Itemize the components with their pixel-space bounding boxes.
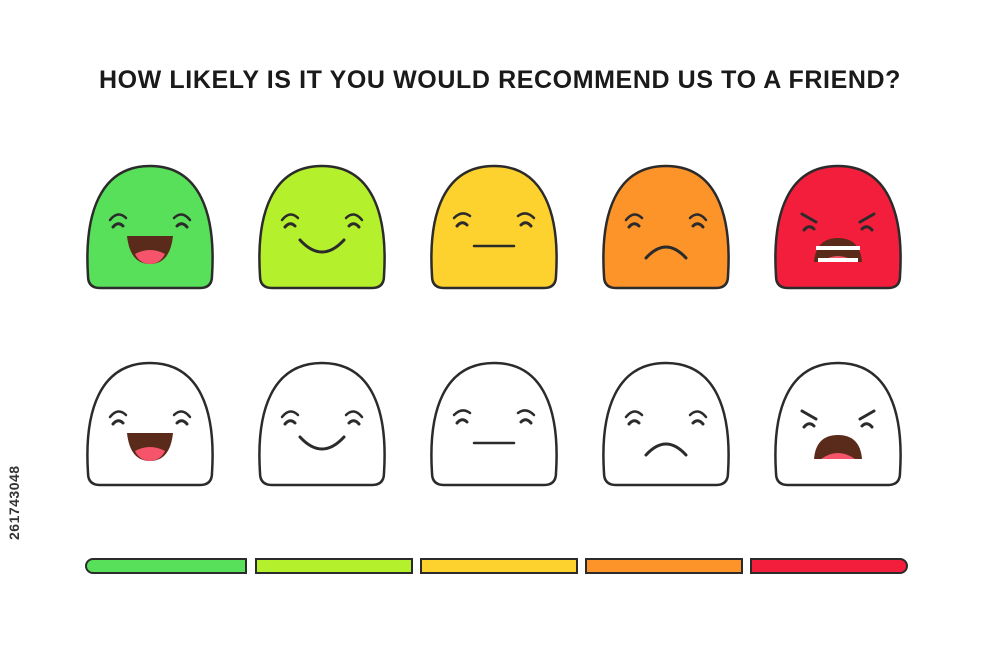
neutral-face-icon[interactable] [424,158,564,298]
scale-segment-3[interactable] [420,558,578,574]
angry-face-icon[interactable] [768,158,908,298]
survey-question: HOW LIKELY IS IT YOU WOULD RECOMMEND US … [98,66,902,94]
laughing-face-icon[interactable] [80,355,220,495]
sad-face-icon[interactable] [596,355,736,495]
outline-faces-row [0,355,1000,495]
rating-scale-bar [0,556,1000,582]
laughing-face-icon[interactable] [80,158,220,298]
neutral-face-icon[interactable] [424,355,564,495]
angry-face-icon[interactable] [768,355,908,495]
smiling-face-icon[interactable] [252,355,392,495]
scale-segment-5[interactable] [750,558,908,574]
scale-segment-4[interactable] [585,558,743,574]
smiling-face-icon[interactable] [252,158,392,298]
scale-segment-1[interactable] [85,558,247,574]
scale-segment-2[interactable] [255,558,413,574]
sad-face-icon[interactable] [596,158,736,298]
colored-faces-row [0,158,1000,298]
